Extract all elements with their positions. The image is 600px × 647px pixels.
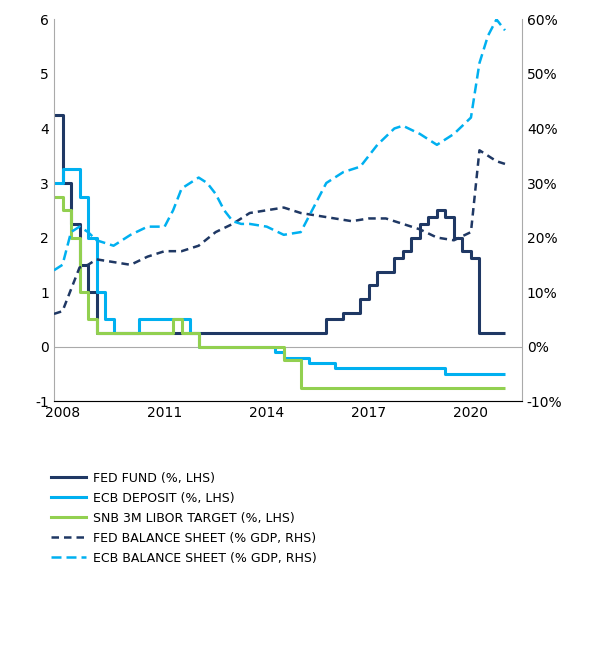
Legend: FED FUND (%, LHS), ECB DEPOSIT (%, LHS), SNB 3M LIBOR TARGET (%, LHS), FED BALAN: FED FUND (%, LHS), ECB DEPOSIT (%, LHS),… [51, 472, 317, 565]
